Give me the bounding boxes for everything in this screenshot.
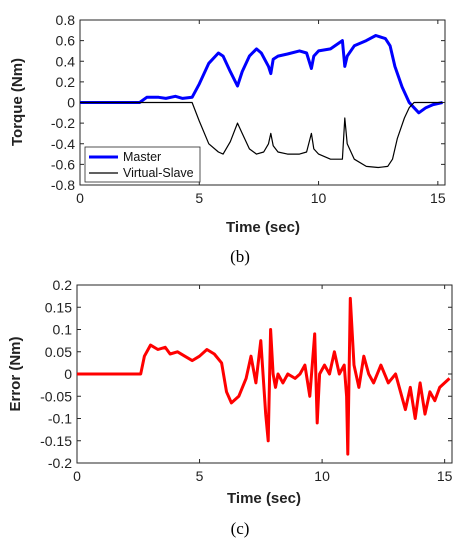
legend-b: Master Virtual-Slave [84, 146, 201, 183]
series-group-c [77, 296, 451, 456]
x-tick-label: 0 [76, 190, 84, 206]
y-axis-label-c: Error (Nm) [7, 336, 24, 411]
y-tick-label: 0.2 [56, 74, 76, 90]
y-tick-label: -0.8 [51, 177, 75, 193]
x-tick-label: 5 [196, 468, 204, 484]
y-axis-label-b: Torque (Nm) [9, 58, 26, 146]
x-tick-label: 10 [311, 190, 327, 206]
y-tick-label: 0.4 [56, 53, 76, 69]
x-axis-label-c: Time (sec) [227, 490, 301, 507]
y-tick-label: 0.8 [56, 12, 76, 28]
y-tick-label: 0.1 [53, 322, 73, 338]
caption-b: (b) [230, 247, 250, 266]
y-tick-label: -0.15 [40, 433, 72, 449]
y-tick-label: -0.05 [40, 388, 72, 404]
y-tick-label: -0.1 [48, 411, 72, 427]
series-group-b [80, 34, 443, 169]
y-tick-label: -0.6 [51, 156, 75, 172]
y-tick-label: 0.15 [45, 299, 72, 315]
series-line-virtual-slave [80, 101, 443, 169]
x-axis-label-b: Time (sec) [226, 219, 300, 236]
series-line-error-c [77, 296, 451, 456]
y-tick-label: 0 [67, 95, 75, 111]
caption-c: (c) [231, 519, 250, 538]
x-ticks-c: 0 5 10 15 [73, 285, 453, 484]
chart-b: -0.8 -0.6 -0.4 -0.2 0 0.2 0.4 0.6 0.8 0 5 10 15 Mas… [9, 12, 446, 266]
chart-c: -0.2 -0.15 -0.1 -0.05 0 0.05 0.1 0.15 0.2 0 5 10 15… [7, 277, 453, 538]
x-tick-label: 15 [437, 468, 453, 484]
y-tick-label: -0.2 [48, 455, 72, 471]
series-line-master [80, 34, 443, 115]
y-ticks-c: -0.2 -0.15 -0.1 -0.05 0 0.05 0.1 0.15 0.2 [40, 277, 452, 471]
y-tick-label: -0.2 [51, 115, 75, 131]
legend-box-b [84, 146, 201, 183]
legend-label-virtual-slave: Virtual-Slave [123, 166, 194, 180]
y-ticks-b: -0.8 -0.6 -0.4 -0.2 0 0.2 0.4 0.6 0.8 [51, 12, 445, 193]
legend-label-master: Master [123, 150, 161, 164]
x-tick-label: 15 [430, 190, 446, 206]
x-tick-label: 5 [195, 190, 203, 206]
x-ticks-b: 0 5 10 15 [76, 20, 446, 206]
y-tick-label: -0.4 [51, 136, 75, 152]
x-tick-label: 0 [73, 468, 81, 484]
y-tick-label: 0 [64, 366, 72, 382]
y-tick-label: 0.2 [53, 277, 73, 293]
x-tick-label: 10 [314, 468, 330, 484]
y-tick-label: 0.05 [45, 344, 72, 360]
y-tick-label: 0.6 [56, 33, 76, 49]
